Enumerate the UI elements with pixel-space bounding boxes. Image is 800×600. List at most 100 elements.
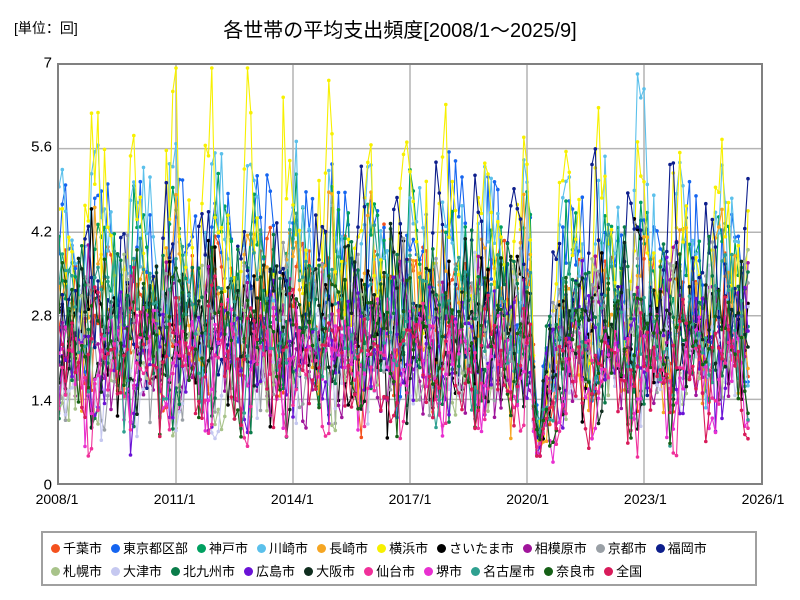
series-marker [167, 217, 172, 221]
legend-item-全国[interactable]: 全国 [604, 565, 642, 578]
series-marker [564, 417, 568, 422]
series-marker [109, 407, 113, 412]
series-marker [522, 369, 526, 374]
series-marker [171, 330, 175, 335]
legend-item-神戸市[interactable]: 神戸市 [197, 542, 248, 555]
legend-item-広島市[interactable]: 広島市 [244, 565, 295, 578]
legend-item-さいたま市[interactable]: さいたま市 [437, 542, 514, 555]
series-marker [242, 357, 247, 362]
series-marker [99, 438, 104, 443]
series-marker [710, 345, 715, 350]
series-marker [307, 374, 311, 378]
series-marker [551, 327, 555, 332]
series-marker [697, 367, 702, 371]
legend-item-福岡市[interactable]: 福岡市 [655, 542, 707, 555]
series-marker [457, 391, 461, 395]
series-marker [239, 269, 243, 274]
series-marker [317, 258, 321, 262]
series-marker [219, 265, 224, 269]
series-marker [356, 291, 360, 295]
legend-item-東京都区部[interactable]: 東京都区部 [111, 542, 188, 555]
series-marker [736, 396, 741, 401]
series-marker [184, 341, 188, 345]
series-marker [447, 259, 451, 264]
legend-item-堺市[interactable]: 堺市 [424, 565, 462, 578]
series-marker [210, 356, 214, 360]
series-marker [141, 392, 146, 397]
legend-item-札幌市[interactable]: 札幌市 [51, 565, 102, 578]
series-marker [320, 262, 325, 267]
series-marker [512, 351, 516, 356]
series-marker [652, 319, 656, 324]
legend-item-仙台市[interactable]: 仙台市 [364, 565, 415, 578]
legend-item-京都市[interactable]: 京都市 [595, 542, 647, 555]
series-marker [424, 400, 429, 405]
legend-item-大阪市[interactable]: 大阪市 [304, 565, 355, 578]
series-marker [717, 315, 721, 320]
series-marker [570, 318, 575, 323]
series-marker [70, 374, 74, 379]
legend-label: 広島市 [256, 564, 296, 579]
series-marker [609, 371, 614, 375]
series-marker [691, 238, 695, 243]
legend-item-川崎市[interactable]: 川崎市 [257, 542, 308, 555]
series-marker [593, 376, 598, 380]
series-marker [658, 356, 663, 360]
legend-item-千葉市[interactable]: 千葉市 [51, 542, 102, 555]
series-marker [109, 355, 113, 360]
series-marker [505, 389, 510, 393]
series-marker [622, 225, 627, 229]
legend-item-横浜市[interactable]: 横浜市 [377, 542, 428, 555]
series-marker [450, 308, 455, 312]
series-marker [70, 274, 74, 278]
series-marker [307, 264, 311, 268]
series-marker [323, 326, 328, 331]
series-marker [333, 406, 338, 411]
series-marker [268, 225, 273, 230]
series-marker [73, 262, 78, 266]
series-marker [668, 162, 672, 167]
series-marker [125, 293, 130, 298]
series-marker [174, 266, 178, 270]
legend-item-相模原市[interactable]: 相模原市 [522, 542, 587, 555]
series-marker [518, 376, 523, 381]
series-marker [161, 236, 165, 240]
series-marker [440, 402, 445, 407]
series-marker [424, 266, 429, 271]
series-marker [642, 87, 646, 91]
series-marker [291, 403, 295, 408]
legend-item-北九州市[interactable]: 北九州市 [171, 565, 235, 578]
series-marker [522, 135, 526, 140]
series-marker [382, 238, 386, 243]
series-marker [561, 225, 565, 229]
series-marker [596, 396, 601, 401]
series-marker [440, 222, 445, 227]
series-marker [294, 211, 299, 216]
series-marker [226, 349, 230, 354]
series-marker [577, 322, 581, 327]
legend-item-名古屋市[interactable]: 名古屋市 [471, 565, 535, 578]
series-marker [89, 304, 94, 308]
series-marker [681, 411, 685, 416]
series-marker [138, 179, 143, 184]
legend-item-大津市[interactable]: 大津市 [111, 565, 162, 578]
series-marker [392, 207, 396, 212]
series-marker [242, 252, 247, 257]
series-marker [86, 454, 91, 458]
series-marker [483, 349, 487, 354]
legend-item-長崎市[interactable]: 長崎市 [317, 542, 368, 555]
series-marker [717, 231, 721, 235]
series-marker [587, 294, 591, 298]
series-marker [645, 182, 650, 187]
series-marker [336, 353, 341, 357]
series-canvas [59, 65, 761, 483]
series-marker [629, 290, 633, 295]
series-marker [590, 358, 594, 363]
series-marker [249, 430, 253, 435]
series-marker [213, 245, 217, 249]
series-marker [135, 344, 139, 349]
series-marker [469, 309, 474, 314]
series-marker [356, 225, 360, 229]
legend-item-奈良市[interactable]: 奈良市 [544, 565, 595, 578]
series-marker [93, 196, 97, 201]
